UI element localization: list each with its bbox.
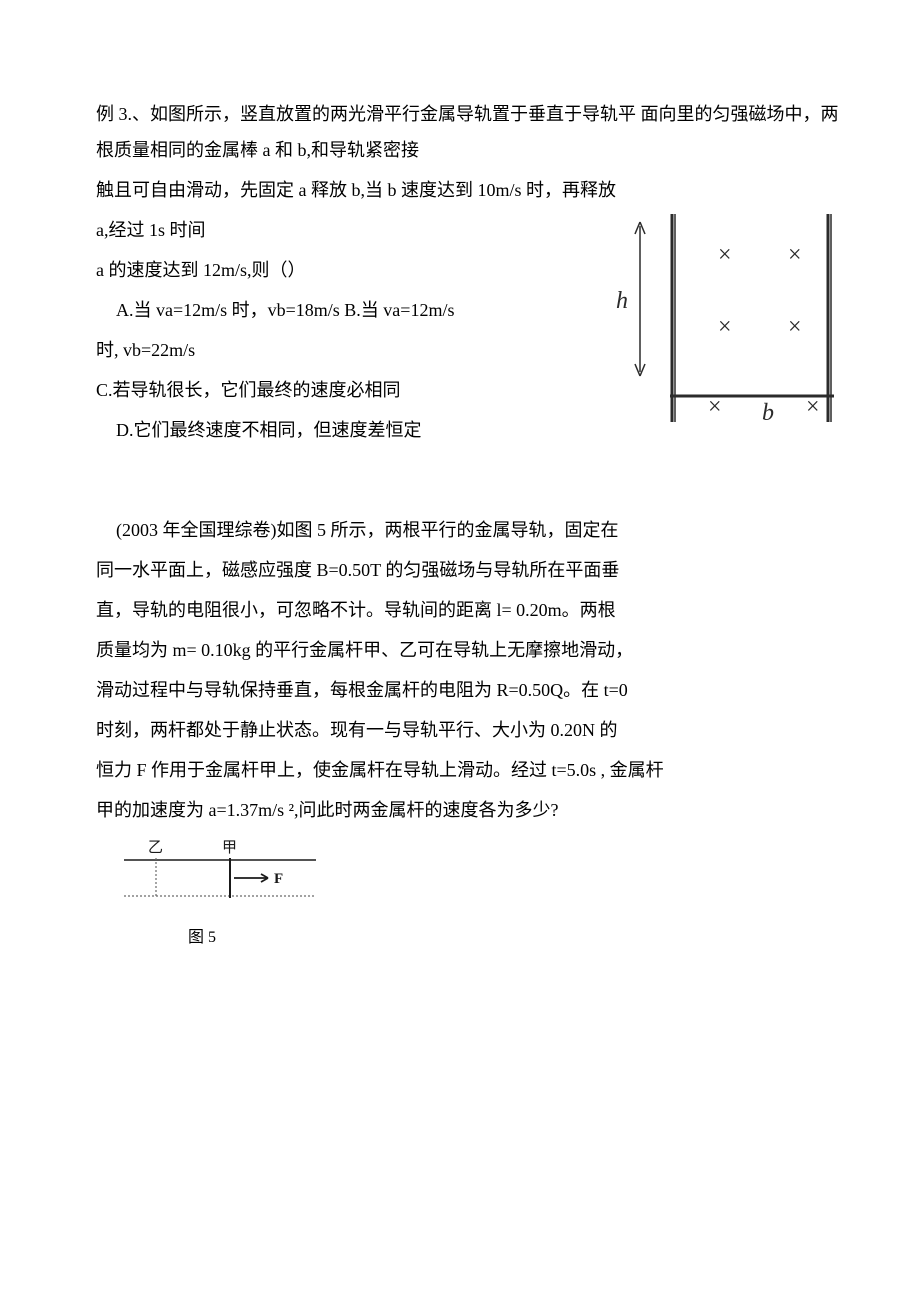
q2-line-6: 时刻，两杆都处于静止状态。现有一与导轨平行、大小为 0.20N 的 (96, 712, 840, 748)
q1-option-a2: 时, vb=22m/s (96, 332, 616, 368)
q2-line-5: 滑动过程中与导轨保持垂直，每根金属杆的电阻为 R=0.50Q。在 t=0 (96, 672, 840, 708)
svg-text:×: × (718, 242, 732, 268)
svg-text:h: h (616, 288, 628, 314)
q2-figure-caption: 图 5 (188, 922, 840, 954)
svg-text:×: × (718, 314, 732, 340)
q1-intro-c: a,经过 1s 时间 (96, 212, 616, 248)
q1-option-c: C.若导轨很长，它们最终的速度必相同 (96, 372, 616, 408)
svg-text:×: × (708, 394, 722, 420)
q2-line-2: 同一水平面上，磁感应强度 B=0.50T 的匀强磁场与导轨所在平面垂 (96, 552, 840, 588)
q2-line-1: (2003 年全国理综卷)如图 5 所示，两根平行的金属导轨，固定在 (96, 512, 840, 548)
q2-line-3: 直，导轨的电阻很小，可忽略不计。导轨间的距离 l= 0.20m。两根 (96, 592, 840, 628)
q1-intro-a: 例 3.、如图所示，竖直放置的两光滑平行金属导轨置于垂直于导轨平 面向里的匀强磁… (96, 96, 840, 168)
q1-diagram: h × × × × × × b (610, 208, 840, 430)
svg-text:×: × (788, 242, 802, 268)
q2-line-8: 甲的加速度为 a=1.37m/s ²,问此时两金属杆的速度各为多少? (96, 792, 840, 828)
svg-text:甲: 甲 (222, 840, 237, 856)
q2-diagram: 乙 甲 F (120, 836, 320, 906)
q1-stem: a 的速度达到 12m/s,则（） (96, 252, 616, 288)
q1-intro-b: 触且可自由滑动，先固定 a 释放 b,当 b 速度达到 10m/s 时，再释放 (96, 172, 840, 208)
svg-text:b: b (762, 400, 774, 426)
q2-line-7: 恒力 F 作用于金属杆甲上，使金属杆在导轨上滑动。经过 t=5.0s , 金属杆 (96, 752, 840, 788)
q1-option-a: A.当 va=12m/s 时，vb=18m/s B.当 va=12m/s (96, 292, 636, 328)
q1-option-d: D.它们最终速度不相同，但速度差恒定 (96, 412, 636, 448)
svg-text:乙: 乙 (148, 840, 163, 856)
svg-text:F: F (274, 871, 283, 887)
svg-text:×: × (806, 394, 820, 420)
q2-line-4: 质量均为 m= 0.10kg 的平行金属杆甲、乙可在导轨上无摩擦地滑动， (96, 632, 840, 668)
svg-text:×: × (788, 314, 802, 340)
